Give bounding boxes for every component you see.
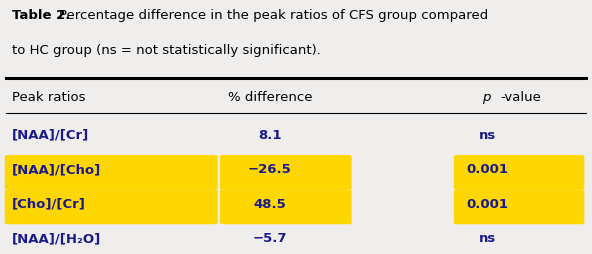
Text: ns: ns: [479, 128, 496, 141]
Text: [NAA]/[Cho]: [NAA]/[Cho]: [12, 163, 101, 176]
Text: 48.5: 48.5: [253, 197, 287, 210]
Text: Peak ratios: Peak ratios: [12, 91, 85, 104]
Text: 0.001: 0.001: [466, 197, 509, 210]
Text: 8.1: 8.1: [258, 128, 282, 141]
FancyBboxPatch shape: [5, 190, 218, 224]
FancyBboxPatch shape: [220, 190, 352, 224]
Text: Percentage difference in the peak ratios of CFS group compared: Percentage difference in the peak ratios…: [59, 9, 488, 22]
Text: −5.7: −5.7: [253, 231, 287, 244]
Text: Table 2.: Table 2.: [12, 9, 70, 22]
FancyBboxPatch shape: [5, 155, 218, 190]
Text: [NAA]/[Cr]: [NAA]/[Cr]: [12, 128, 89, 141]
Text: [Cho]/[Cr]: [Cho]/[Cr]: [12, 197, 86, 210]
Text: [NAA]/[H₂O]: [NAA]/[H₂O]: [12, 231, 101, 244]
FancyBboxPatch shape: [454, 155, 584, 190]
Text: to HC group (ns = not statistically significant).: to HC group (ns = not statistically sign…: [12, 44, 321, 57]
Text: −26.5: −26.5: [248, 163, 292, 176]
FancyBboxPatch shape: [454, 190, 584, 224]
Text: ns: ns: [479, 231, 496, 244]
Text: p: p: [482, 91, 490, 104]
Text: -value: -value: [500, 91, 541, 104]
Text: % difference: % difference: [228, 91, 312, 104]
Text: 0.001: 0.001: [466, 163, 509, 176]
FancyBboxPatch shape: [220, 155, 352, 190]
